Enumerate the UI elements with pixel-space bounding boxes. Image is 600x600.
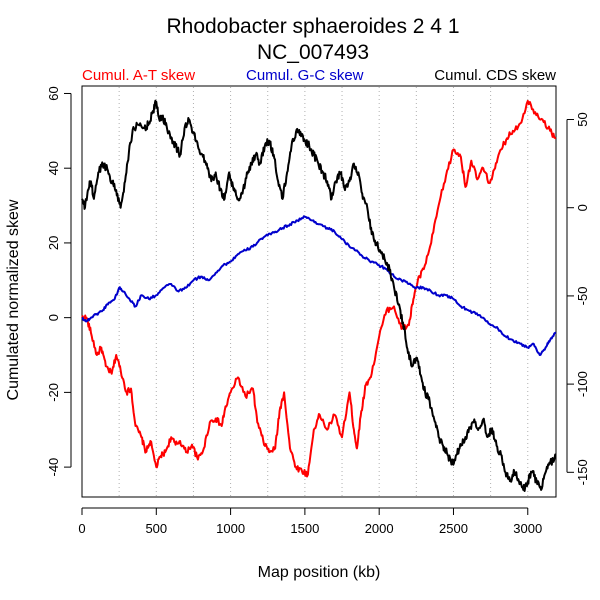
axes: 0 500 1000 1500 2000 2500 30006040200-20-40500… [46, 86, 590, 536]
x-tick-label-2000: 2000 [365, 521, 394, 536]
y2-tick-label-0: 0 [575, 204, 590, 211]
y2-tick-label--100: -100 [575, 371, 590, 397]
y2-tick-label--150: -150 [575, 459, 590, 485]
y2-tick-label--50: -50 [575, 287, 590, 306]
legend-cds-skew: Cumul. CDS skew [434, 67, 556, 84]
at-skew-line [81, 99, 557, 478]
x-tick-label-500: 500 [145, 521, 167, 536]
y-axis-label: Cumulated normalized skew [5, 199, 22, 400]
y-tick-label--40: -40 [46, 458, 61, 477]
legend-at-skew: Cumul. A-T skew [82, 67, 195, 84]
y-tick-label-0: 0 [46, 314, 61, 321]
x-tick-label-1500: 1500 [290, 521, 319, 536]
y-tick-label-40: 40 [46, 161, 61, 175]
x-axis-label: Map position (kb) [258, 564, 381, 581]
y-tick-label-60: 60 [46, 86, 61, 100]
chart-title: Rhodobacter sphaeroides 2 4 1 [166, 15, 459, 38]
plot-frame [81, 85, 557, 498]
cds-skew-line [81, 99, 557, 492]
chart-subtitle: NC_007493 [257, 41, 369, 64]
y-tick-label--20: -20 [46, 383, 61, 402]
x-tick-label-2500: 2500 [439, 521, 468, 536]
legend-gc-skew: Cumul. G-C skew [246, 67, 364, 84]
vertical-grid [81, 87, 529, 496]
x-tick-label-1000: 1000 [216, 521, 245, 536]
y2-tick-label-50: 50 [575, 112, 590, 126]
series-layer [81, 99, 557, 492]
x-tick-label-3000: 3000 [513, 521, 542, 536]
y-tick-label-20: 20 [46, 236, 61, 250]
gc-skew-line [81, 215, 557, 356]
x-tick-label-0: 0 [78, 521, 85, 536]
